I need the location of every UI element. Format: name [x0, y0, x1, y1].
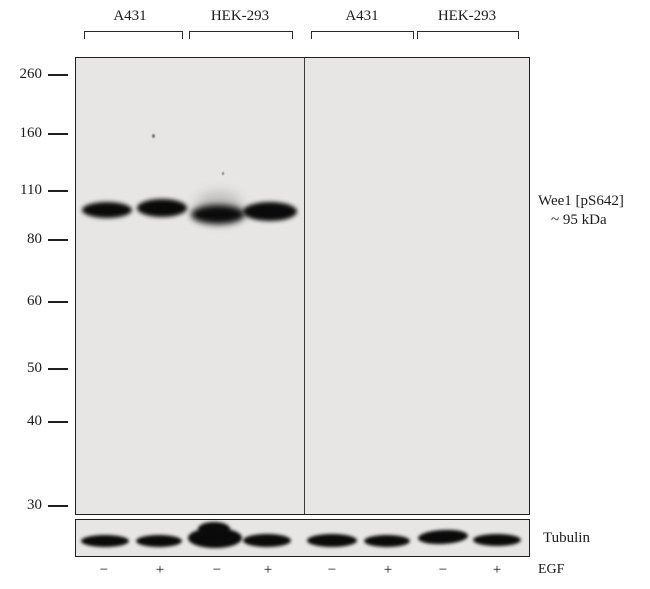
treatment-sign: + [263, 562, 273, 578]
protein-band [137, 199, 187, 217]
protein-band [82, 202, 132, 218]
blot-divider-line [304, 58, 305, 514]
treatment-sign: − [438, 562, 448, 578]
mw-tick [48, 74, 68, 76]
treatment-sign: + [492, 562, 502, 578]
mw-label: 80 [27, 231, 42, 247]
tubulin-band [136, 535, 182, 547]
treatment-sign: + [155, 562, 165, 578]
mw-tick [48, 301, 68, 303]
mw-label: 60 [27, 293, 42, 309]
main-blot-panel [75, 57, 530, 515]
group-bracket [189, 31, 293, 39]
sample-group-label: A431 [345, 8, 379, 24]
treatment-sign: − [327, 562, 337, 578]
group-bracket [311, 31, 414, 39]
mw-label: 40 [27, 413, 42, 429]
mw-tick [48, 239, 68, 241]
treatment-sign: − [212, 562, 222, 578]
mw-tick [48, 421, 68, 423]
group-bracket [84, 31, 183, 39]
treatment-label: EGF [538, 562, 565, 577]
mw-tick [48, 368, 68, 370]
background-speck [152, 134, 155, 138]
mw-tick [48, 505, 68, 507]
mw-label: 50 [27, 360, 42, 376]
mw-tick [48, 190, 68, 192]
tubulin-band-blob [198, 522, 230, 536]
mw-label: 30 [27, 497, 42, 513]
tubulin-band [307, 534, 357, 547]
treatment-sign: + [383, 562, 393, 578]
mw-label: 260 [19, 66, 43, 82]
tubulin-band [81, 535, 129, 547]
protein-band [243, 202, 297, 221]
mw-label: 110 [20, 182, 42, 198]
background-speck [222, 172, 224, 175]
sample-group-label: HEK-293 [437, 8, 497, 24]
sample-group-label: HEK-293 [210, 8, 270, 24]
protein-band [191, 205, 245, 224]
tubulin-band [473, 534, 521, 546]
group-bracket [417, 31, 519, 39]
treatment-sign: − [99, 562, 109, 578]
tubulin-band [243, 534, 291, 547]
target-size-label: ~ 95 kDa [551, 212, 607, 228]
mw-label: 160 [19, 125, 43, 141]
mw-tick [48, 133, 68, 135]
target-protein-label: Wee1 [pS642] [538, 193, 624, 209]
sample-group-label: A431 [113, 8, 147, 24]
loading-control-label: Tubulin [543, 530, 590, 546]
tubulin-band [364, 535, 410, 547]
